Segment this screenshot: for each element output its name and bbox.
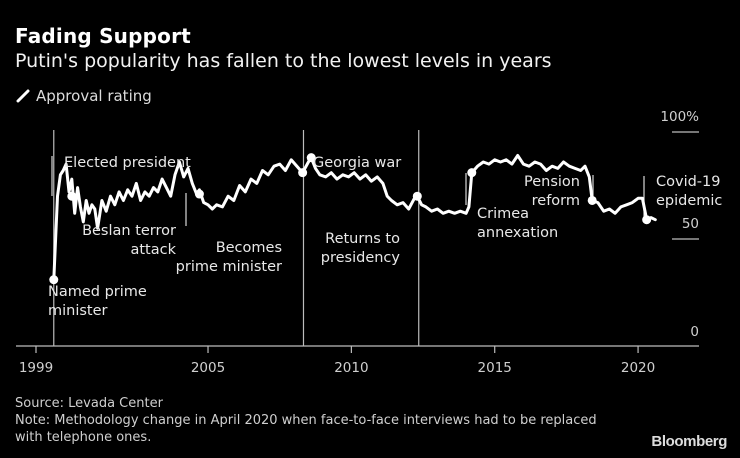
annotation-label-line: Georgia war	[313, 155, 401, 171]
event-marker	[306, 153, 316, 163]
event-marker	[587, 195, 597, 205]
annotation-label-line: Beslan terror	[82, 223, 176, 239]
annotation-label: Crimea annexation	[477, 206, 558, 241]
annotation-label-line: Covid-19	[656, 174, 721, 190]
annotation-label: Covid-19 epidemic	[656, 174, 722, 209]
bloomberg-logo: Bloomberg	[651, 433, 727, 450]
event-marker	[298, 168, 308, 178]
note-text: Note: Methodology change in April 2020 w…	[15, 413, 597, 445]
y-tick-label: 100%	[660, 109, 699, 125]
chart-title: Fading Support	[15, 24, 191, 48]
source-text: Source: Levada Center	[15, 396, 163, 411]
annotation-label-line: attack	[130, 242, 176, 258]
annotation-label-line: Elected president	[64, 155, 191, 171]
x-tick-label: 1999	[19, 360, 53, 376]
legend: Approval rating	[16, 87, 152, 105]
annotation-label-line: epidemic	[656, 193, 722, 209]
footer-notes: Source: Levada Center Note: Methodology …	[15, 395, 615, 446]
annotation-label: Georgia war	[313, 155, 401, 171]
annotation-label: Becomes prime minister	[176, 240, 282, 275]
y-tick-label: 0	[690, 324, 699, 340]
x-axis: 1999 2005 2010 2015 2020	[16, 345, 699, 376]
y-axis: 0 50 100%	[660, 109, 699, 340]
x-tick-label: 2005	[191, 360, 225, 376]
reference-lines	[53, 130, 420, 346]
annotation-label: Beslan terror attack	[82, 223, 177, 258]
annotation-label-line: Crimea	[477, 206, 529, 222]
annotation-label-line: reform	[532, 193, 580, 209]
annotation-label-line: minister	[48, 303, 108, 319]
event-marker	[642, 215, 652, 225]
event-marker	[67, 191, 77, 201]
annotation-label: Returns to presidency	[321, 231, 401, 266]
event-marker	[49, 275, 59, 285]
series-line-approval-rating	[52, 154, 657, 282]
annotation-label-line: Returns to	[325, 231, 400, 247]
annotation-label: Elected president	[64, 155, 191, 171]
x-tick-label: 2010	[334, 360, 368, 376]
annotation-label-line: presidency	[321, 250, 401, 266]
event-marker	[412, 191, 422, 201]
annotation-label: Pension reform	[524, 174, 580, 209]
annotation-label-line: Pension	[524, 174, 580, 190]
event-marker	[467, 168, 477, 178]
legend-label: Approval rating	[36, 87, 152, 105]
chart-subtitle: Putin's popularity has fallen to the low…	[15, 50, 552, 72]
annotation-label-line: prime minister	[176, 259, 282, 275]
annotation-markers	[49, 153, 652, 285]
x-tick-label: 2020	[621, 360, 655, 376]
annotation-label-line: annexation	[477, 225, 558, 241]
annotation-label-line: Named prime	[48, 284, 147, 300]
y-tick-label: 50	[682, 216, 699, 232]
line-swatch-icon	[16, 89, 30, 103]
annotation-label: Named prime minister	[48, 284, 147, 319]
event-marker	[194, 189, 204, 199]
x-tick-label: 2015	[478, 360, 512, 376]
annotation-label-line: Becomes	[216, 240, 282, 256]
annotation-labels: Named prime minister Elected president Besl…	[48, 155, 722, 319]
